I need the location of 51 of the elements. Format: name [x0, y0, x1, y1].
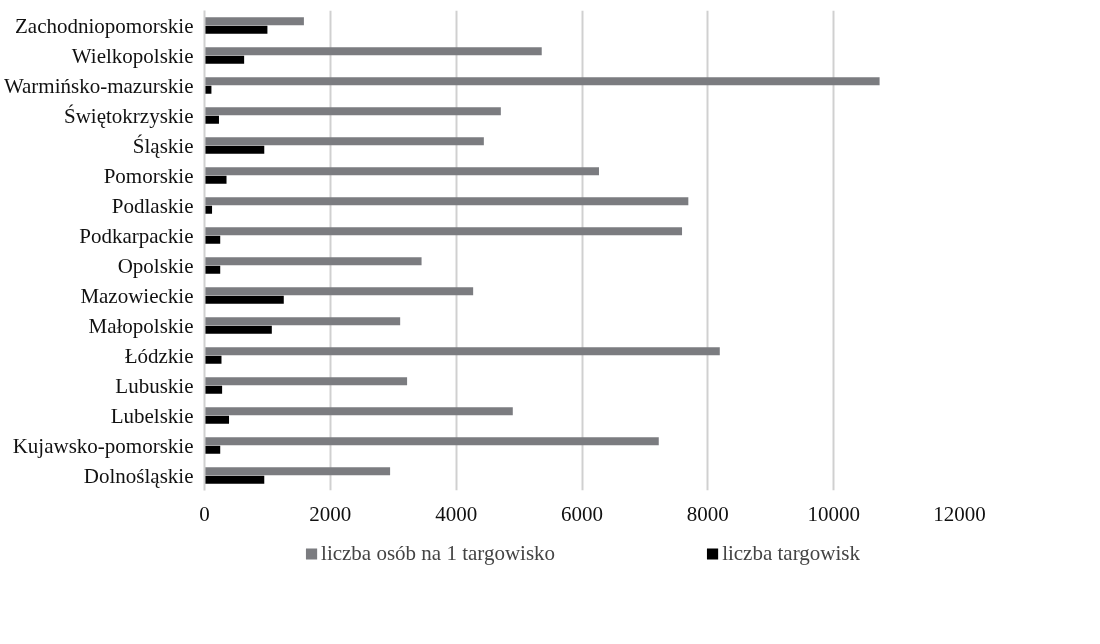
y-tick-label: Lubelskie [110, 403, 194, 428]
y-tick-label: Łódzkie [124, 343, 194, 368]
bar [204, 145, 265, 154]
bar [204, 55, 245, 64]
bar [204, 107, 501, 116]
x-tick-label: 12000 [933, 501, 986, 526]
y-tick-label: Małopolskie [88, 313, 194, 338]
y-tick-label: Podkarpackie [79, 223, 194, 248]
bar [204, 137, 484, 146]
x-tick-label: 8000 [686, 501, 729, 526]
bar [204, 317, 401, 326]
bar [204, 467, 391, 476]
bar [204, 437, 659, 446]
bar [204, 25, 268, 34]
bar [204, 385, 223, 394]
bar [204, 415, 230, 424]
legend-label: liczba targowisk [722, 540, 860, 566]
x-tick-label: 0 [199, 501, 210, 526]
y-tick-label: Dolnośląskie [83, 463, 194, 488]
x-tick-label: 4000 [435, 501, 478, 526]
y-tick-label: Kujawsko-pomorskie [12, 433, 194, 458]
bar [204, 47, 542, 56]
y-tick-label: Mazowieckie [80, 283, 194, 308]
bar [204, 377, 408, 386]
y-tick-label: Podlaskie [111, 193, 194, 218]
bar [204, 197, 689, 206]
legend-label: liczba osób na 1 targowisko [321, 540, 556, 566]
x-tick-label: 10000 [807, 501, 860, 526]
bar [204, 287, 474, 296]
bar [204, 257, 422, 266]
bar [204, 407, 513, 416]
y-tick-label: Śląskie [132, 133, 194, 158]
bar [204, 347, 720, 356]
bar [204, 475, 265, 484]
bar [204, 227, 683, 236]
x-tick-label: 2000 [309, 501, 352, 526]
y-tick-label: Lubuskie [115, 373, 194, 398]
bar [204, 115, 219, 124]
bar [204, 77, 880, 86]
bar [204, 17, 304, 26]
bar [204, 325, 272, 334]
bar [204, 175, 227, 184]
y-tick-label: Zachodniopomorskie [15, 13, 194, 38]
y-tick-label: Świętokrzyskie [64, 103, 194, 128]
y-tick-label: Pomorskie [103, 163, 194, 188]
y-tick-label: Opolskie [117, 253, 194, 278]
bar [204, 167, 599, 176]
x-tick-label: 6000 [561, 501, 603, 526]
y-tick-label: Warmińsko-mazurskie [3, 73, 194, 98]
y-tick-label: Wielkopolskie [71, 43, 194, 68]
bar [204, 295, 284, 304]
